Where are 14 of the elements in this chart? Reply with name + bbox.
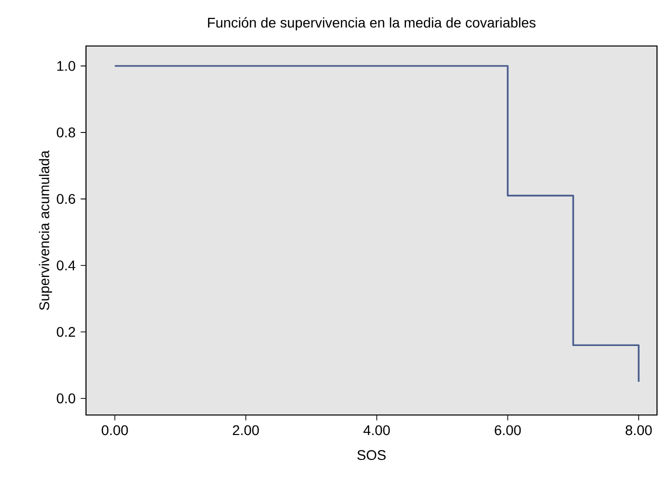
x-tick-label: 4.00 — [363, 425, 390, 436]
x-tick-label: 0.00 — [102, 425, 128, 436]
x-tick-label: 6.00 — [494, 425, 521, 436]
y-tick-label: 0.2 — [56, 326, 76, 337]
x-tick-label: 2.00 — [232, 425, 259, 436]
x-axis-title: SOS — [357, 450, 386, 460]
y-tick-label: 1.0 — [57, 61, 76, 71]
y-tick-label: 0.6 — [56, 194, 76, 204]
y-tick-label: 0.4 — [56, 260, 76, 270]
chart-title: Función de supervivencia en la media de covariables — [208, 17, 536, 30]
y-tick-label: 0.0 — [56, 393, 76, 404]
y-axis-title: Supervivencia acumulada — [38, 150, 52, 310]
y-tick-label: 0.8 — [56, 127, 76, 138]
x-tick-label: 8.00 — [626, 425, 652, 436]
